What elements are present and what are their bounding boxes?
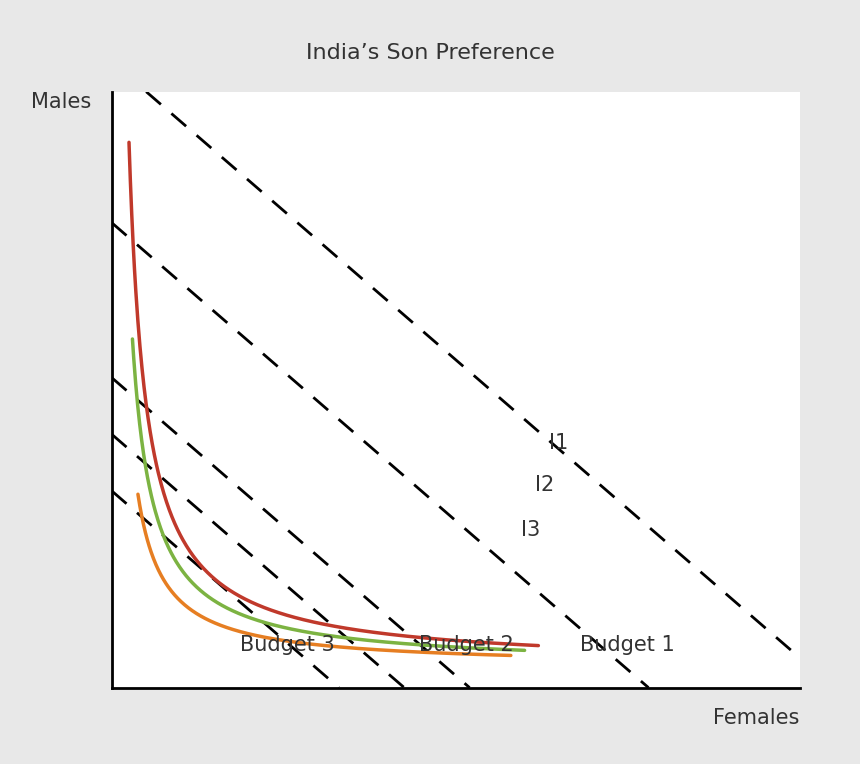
Text: Females: Females — [714, 708, 800, 728]
Text: India’s Son Preference: India’s Son Preference — [305, 44, 555, 63]
Text: Budget 2: Budget 2 — [419, 635, 513, 655]
Text: I3: I3 — [521, 520, 540, 539]
Text: I2: I2 — [535, 475, 554, 495]
Text: I1: I1 — [549, 433, 568, 453]
Text: Budget 3: Budget 3 — [240, 635, 335, 655]
Text: Budget 1: Budget 1 — [580, 635, 675, 655]
Text: Males: Males — [31, 92, 91, 112]
